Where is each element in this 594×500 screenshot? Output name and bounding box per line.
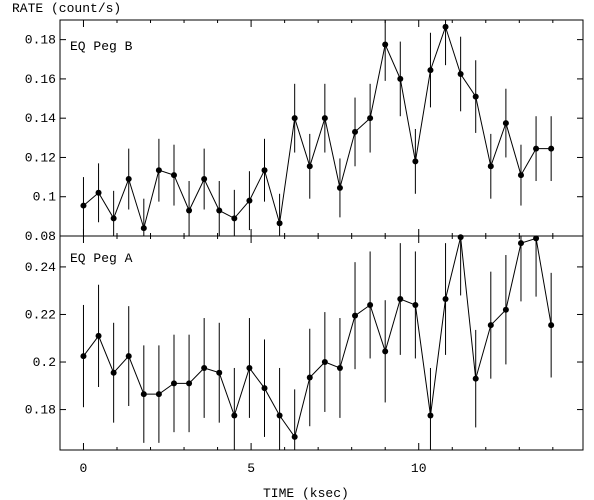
data-point <box>502 120 509 127</box>
data-point <box>291 433 298 440</box>
data-point <box>533 235 540 242</box>
data-point <box>110 215 117 222</box>
data-point <box>306 374 313 381</box>
data-point <box>548 145 555 152</box>
y-tick-label: 0.22 <box>25 307 56 322</box>
data-point <box>155 391 162 398</box>
data-point <box>336 364 343 371</box>
panel-bottom-name: EQ Peg A <box>70 251 133 266</box>
data-point <box>201 364 208 371</box>
y-tick-label: 0.14 <box>25 111 56 126</box>
y-tick-label: 0.18 <box>25 33 56 48</box>
data-point <box>306 163 313 170</box>
data-point <box>231 215 238 222</box>
data-point <box>367 115 374 122</box>
x-axis-label: TIME (ksec) <box>263 486 349 500</box>
data-point <box>140 225 147 232</box>
data-point <box>140 391 147 398</box>
data-point <box>80 353 87 360</box>
data-point <box>382 348 389 355</box>
data-point <box>517 240 524 247</box>
data-point <box>352 128 359 135</box>
data-point <box>412 158 419 165</box>
y-tick-label: 0.2 <box>33 355 56 370</box>
y-tick-label: 0.24 <box>25 260 56 275</box>
data-point <box>261 385 268 392</box>
data-point <box>427 67 434 74</box>
y-tick-label: 0.16 <box>25 72 56 87</box>
data-point <box>186 207 193 214</box>
data-point <box>276 412 283 419</box>
data-point <box>457 234 464 241</box>
data-point <box>125 176 132 183</box>
data-point <box>186 380 193 387</box>
data-point <box>155 167 162 174</box>
data-point <box>442 296 449 303</box>
data-point <box>170 172 177 179</box>
data-point <box>382 41 389 48</box>
panel-frame <box>59 235 584 451</box>
x-tick-label: 0 <box>80 461 88 476</box>
data-point <box>246 364 253 371</box>
data-point <box>487 163 494 170</box>
data-point <box>201 176 208 183</box>
data-point <box>231 412 238 419</box>
data-point <box>276 220 283 227</box>
data-point <box>472 375 479 382</box>
data-point <box>487 322 494 329</box>
data-point <box>442 23 449 30</box>
panel-top-name: EQ Peg B <box>70 39 133 54</box>
data-point <box>548 322 555 329</box>
data-point <box>95 189 102 196</box>
data-point <box>336 184 343 191</box>
data-point <box>125 353 132 360</box>
x-tick-label: 5 <box>247 461 255 476</box>
data-point <box>110 369 117 376</box>
data-point <box>261 167 268 174</box>
data-point <box>502 306 509 313</box>
y-tick-label: 0.18 <box>25 403 56 418</box>
data-point <box>472 93 479 100</box>
data-point <box>216 207 223 214</box>
data-point <box>533 145 540 152</box>
data-point <box>367 301 374 308</box>
data-point <box>321 359 328 366</box>
data-point <box>397 75 404 82</box>
data-point <box>216 369 223 376</box>
data-point <box>170 380 177 387</box>
data-point <box>427 412 434 419</box>
data-point <box>352 312 359 319</box>
y-tick-label: 0.08 <box>25 229 56 244</box>
y-tick-label: 0.1 <box>33 190 57 205</box>
x-tick-label: 10 <box>411 461 427 476</box>
data-point <box>80 202 87 209</box>
data-point <box>397 296 404 303</box>
data-point <box>291 115 298 122</box>
series-line <box>83 237 552 439</box>
y-tick-label: 0.12 <box>25 150 56 165</box>
series-line <box>83 25 552 230</box>
chart-marks: 0.08 0.1 0.12 0.14 0.16 0.18 0.18 0.2 0.22 0.24 0 5… <box>25 19 584 476</box>
data-point <box>246 197 253 204</box>
y-axis-label: RATE (count/s) <box>12 1 121 16</box>
data-point <box>457 71 464 77</box>
data-point <box>412 301 419 308</box>
data-point <box>517 172 524 179</box>
data-point <box>321 115 328 122</box>
data-point <box>95 332 102 339</box>
